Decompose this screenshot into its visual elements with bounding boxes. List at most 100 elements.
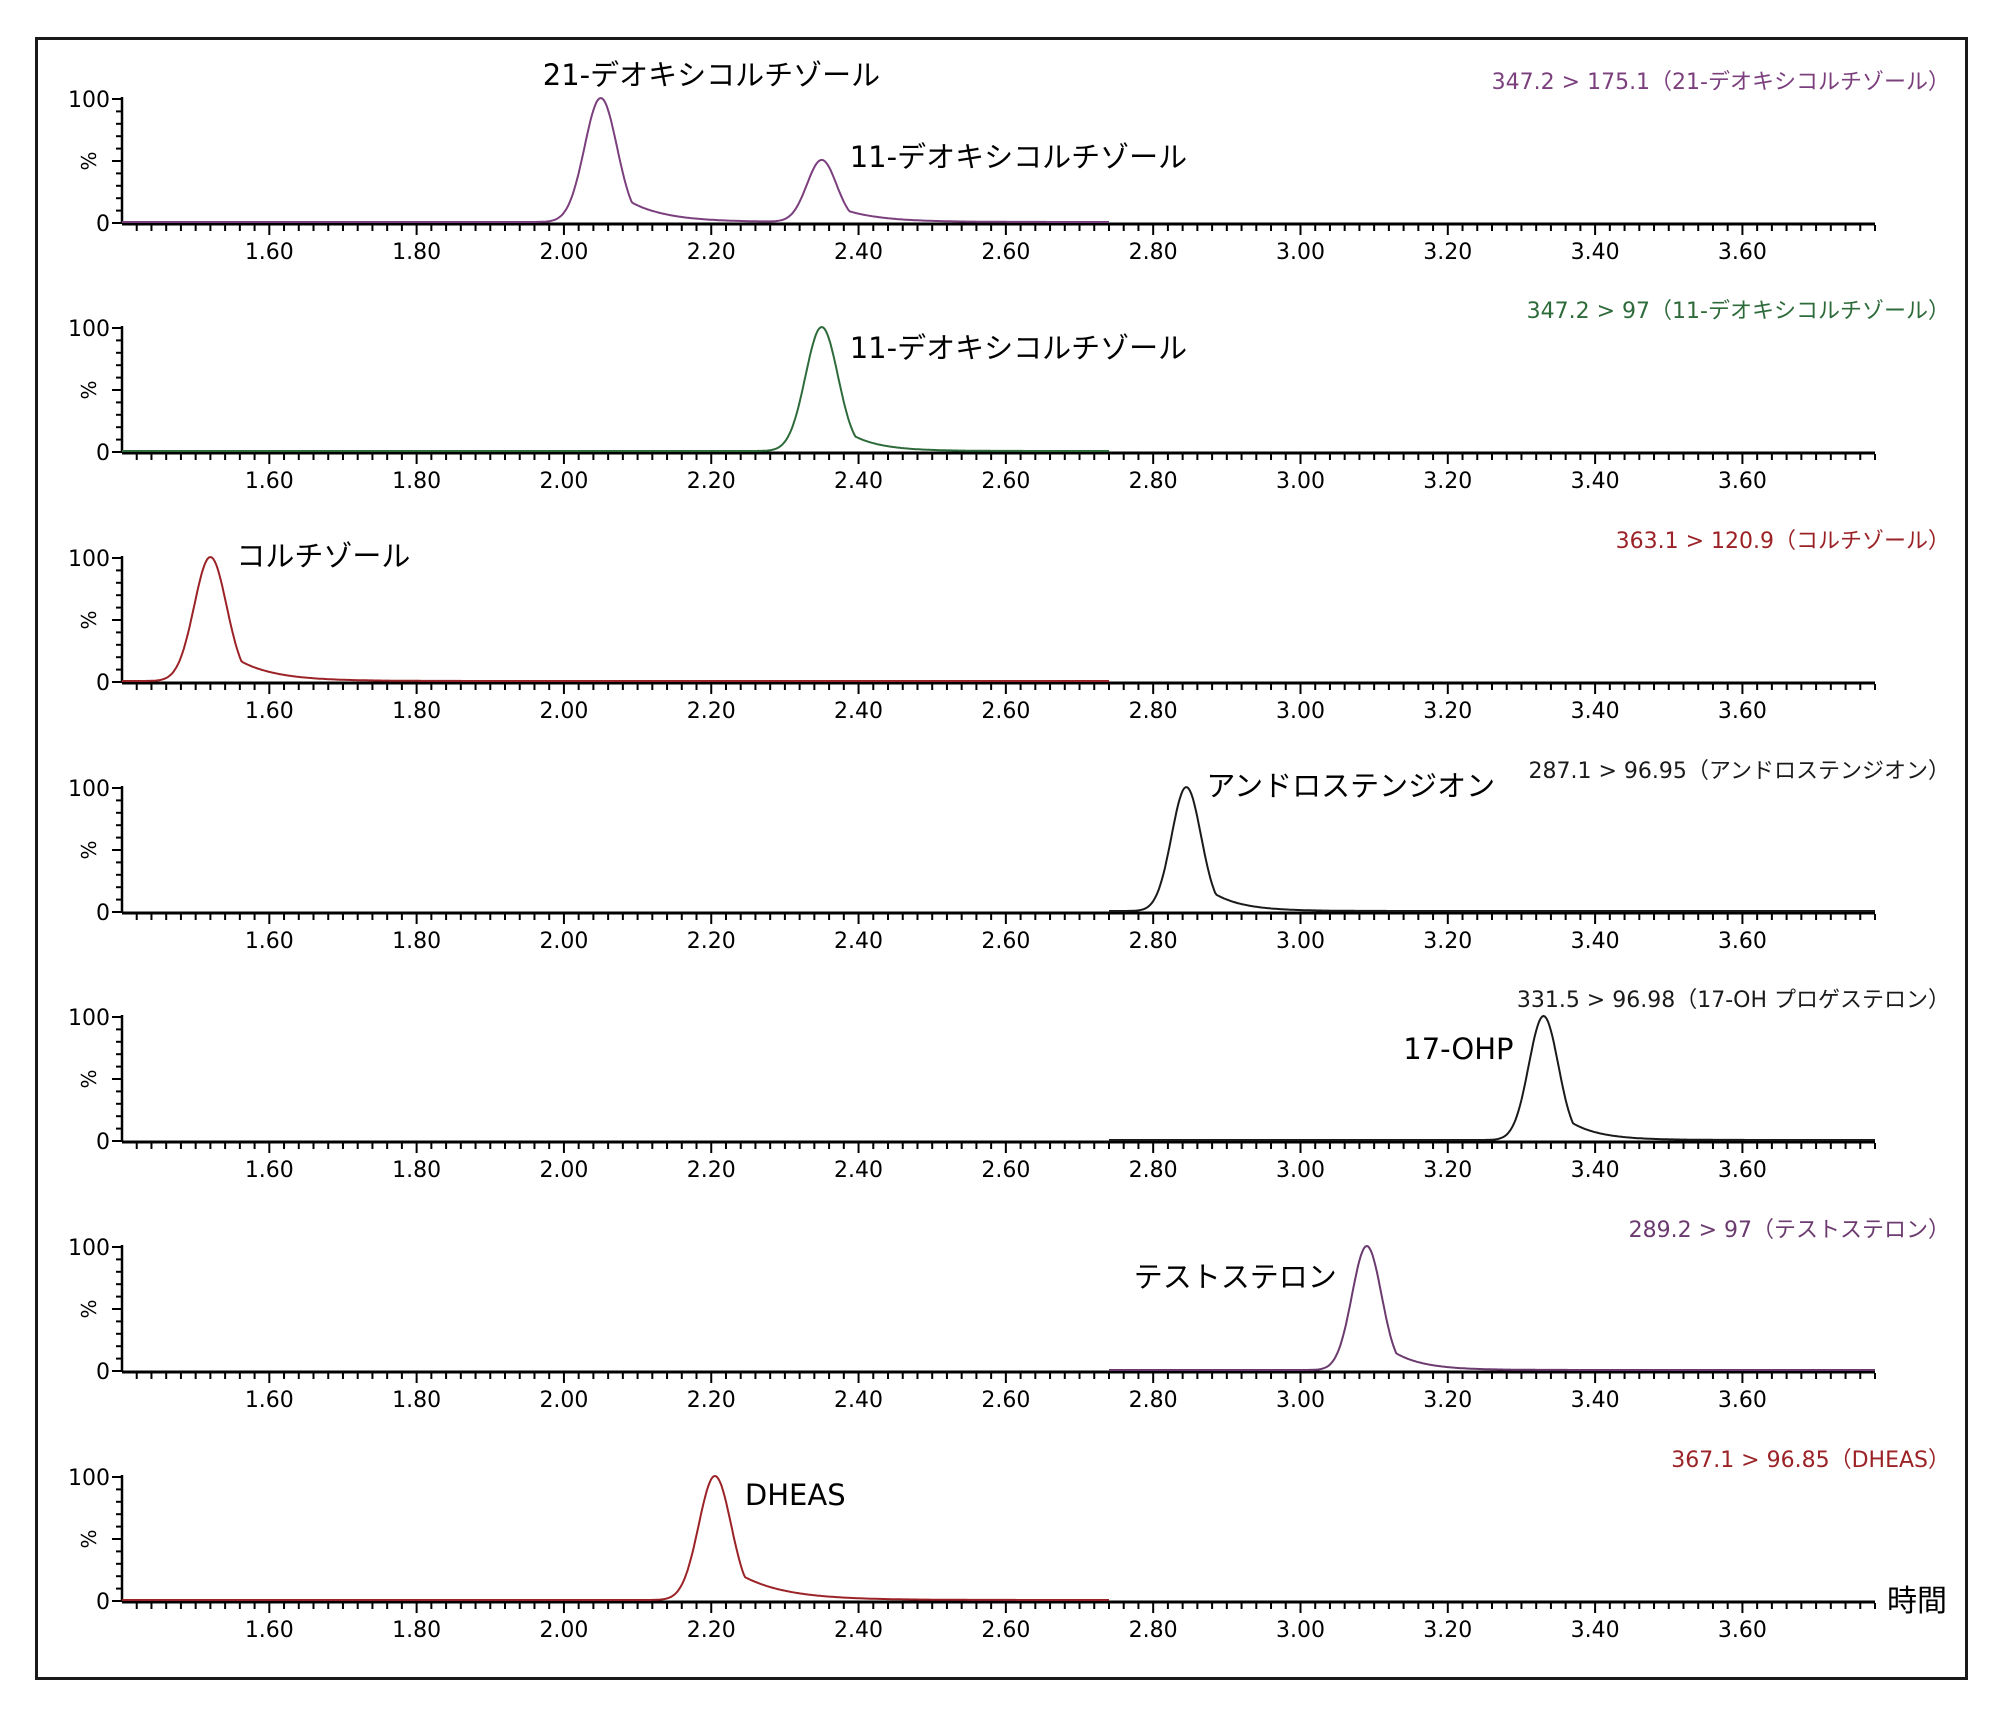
y-tick-label: 0 bbox=[96, 1590, 110, 1615]
chromatogram-panel: 1.60 1.80 2.00 2.20 2.40 2.60 2.80 3.00 3.20 3.40… bbox=[68, 58, 1950, 265]
x-tick-label: 2.40 bbox=[834, 699, 883, 724]
x-tick-label: 2.60 bbox=[981, 699, 1030, 724]
x-tick-label: 3.20 bbox=[1423, 1388, 1472, 1413]
y-tick-label: 0 bbox=[96, 1130, 110, 1155]
y-axis-unit: % bbox=[77, 1069, 101, 1088]
y-tick-label: 100 bbox=[68, 547, 110, 572]
y-axis-unit: % bbox=[77, 380, 101, 399]
chromatogram-panel: 1.60 1.80 2.00 2.20 2.40 2.60 2.80 3.00 3.20 3.40… bbox=[68, 299, 1950, 494]
x-tick-label: 3.00 bbox=[1276, 1158, 1325, 1183]
x-tick-label: 3.60 bbox=[1718, 1158, 1767, 1183]
x-tick-label: 3.20 bbox=[1423, 469, 1472, 494]
x-tick-label: 1.80 bbox=[392, 699, 441, 724]
x-tick-label: 2.40 bbox=[834, 469, 883, 494]
x-tick-label: 2.60 bbox=[981, 1388, 1030, 1413]
x-tick-label: 3.20 bbox=[1423, 929, 1472, 954]
x-tick-label: 2.00 bbox=[539, 1618, 588, 1643]
x-tick-label: 3.00 bbox=[1276, 1388, 1325, 1413]
x-tick-label: 3.20 bbox=[1423, 240, 1472, 265]
x-tick-label: 1.60 bbox=[245, 240, 294, 265]
x-tick-label: 1.60 bbox=[245, 699, 294, 724]
y-tick-label: 100 bbox=[68, 1236, 110, 1261]
x-tick-label: 2.00 bbox=[539, 1388, 588, 1413]
x-tick-label: 2.80 bbox=[1129, 1388, 1178, 1413]
x-tick-label: 3.20 bbox=[1423, 699, 1472, 724]
y-axis-unit: % bbox=[77, 610, 101, 629]
x-tick-label: 3.00 bbox=[1276, 929, 1325, 954]
chromatogram-trace bbox=[122, 555, 1109, 682]
x-tick-label: 3.00 bbox=[1276, 240, 1325, 265]
x-tick-label: 2.40 bbox=[834, 1618, 883, 1643]
x-tick-label: 3.60 bbox=[1718, 1618, 1767, 1643]
x-tick-label: 1.80 bbox=[392, 1388, 441, 1413]
chromatogram-panel: 1.60 1.80 2.00 2.20 2.40 2.60 2.80 3.00 3.20 3.40… bbox=[68, 988, 1950, 1183]
x-tick-label: 3.00 bbox=[1276, 699, 1325, 724]
x-tick-label: 2.80 bbox=[1129, 1618, 1178, 1643]
x-tick-label: 2.80 bbox=[1129, 240, 1178, 265]
chromatogram-panel: 1.60 1.80 2.00 2.20 2.40 2.60 2.80 3.00 3.20 3.40… bbox=[68, 529, 1950, 724]
chromatogram-trace bbox=[1109, 1244, 1875, 1371]
x-tick-label: 3.40 bbox=[1571, 1388, 1620, 1413]
figure-frame bbox=[35, 37, 1968, 1680]
x-tick-label: 2.00 bbox=[539, 469, 588, 494]
x-tick-label: 2.60 bbox=[981, 1618, 1030, 1643]
peak-label: テストステロン bbox=[1134, 1260, 1337, 1294]
transition-label: 347.2 > 175.1（21-デオキシコルチゾール） bbox=[1492, 70, 1950, 95]
y-tick-label: 100 bbox=[68, 317, 110, 342]
y-axis-unit: % bbox=[77, 151, 101, 170]
x-tick-label: 2.40 bbox=[834, 1388, 883, 1413]
x-tick-label: 1.80 bbox=[392, 1158, 441, 1183]
transition-label: 289.2 > 97（テストステロン） bbox=[1629, 1218, 1950, 1243]
x-tick-label: 2.80 bbox=[1129, 469, 1178, 494]
y-tick-label: 100 bbox=[68, 88, 110, 113]
x-tick-label: 1.80 bbox=[392, 240, 441, 265]
chromatogram-panel: 1.60 1.80 2.00 2.20 2.40 2.60 2.80 3.00 3.20 3.40… bbox=[68, 1218, 1950, 1413]
y-tick-label: 100 bbox=[68, 1466, 110, 1491]
x-tick-label: 1.60 bbox=[245, 469, 294, 494]
x-tick-label: 3.20 bbox=[1423, 1618, 1472, 1643]
x-tick-label: 2.40 bbox=[834, 929, 883, 954]
x-tick-label: 2.00 bbox=[539, 1158, 588, 1183]
x-tick-label: 2.20 bbox=[687, 1388, 736, 1413]
x-tick-label: 1.80 bbox=[392, 929, 441, 954]
transition-label: 363.1 > 120.9（コルチゾール） bbox=[1616, 529, 1950, 554]
x-tick-label: 3.40 bbox=[1571, 699, 1620, 724]
x-tick-label: 3.60 bbox=[1718, 929, 1767, 954]
x-tick-label: 2.80 bbox=[1129, 1158, 1178, 1183]
x-tick-label: 3.00 bbox=[1276, 1618, 1325, 1643]
x-tick-label: 3.60 bbox=[1718, 240, 1767, 265]
x-tick-label: 1.60 bbox=[245, 929, 294, 954]
x-tick-label: 1.60 bbox=[245, 1618, 294, 1643]
chromatogram-trace bbox=[1109, 786, 1875, 912]
chromatogram-panel: 1.60 1.80 2.00 2.20 2.40 2.60 2.80 3.00 3.20 3.40… bbox=[68, 759, 1950, 954]
x-tick-label: 2.40 bbox=[834, 240, 883, 265]
peak-label: 17-OHP bbox=[1403, 1032, 1513, 1066]
y-tick-label: 0 bbox=[96, 212, 110, 237]
chromatogram-trace bbox=[122, 325, 1109, 452]
x-tick-label: 3.40 bbox=[1571, 469, 1620, 494]
x-axis-label: 時間 bbox=[1887, 1584, 1947, 1619]
peak-label: 21-デオキシコルチゾール bbox=[543, 58, 880, 92]
x-tick-label: 3.60 bbox=[1718, 1388, 1767, 1413]
x-tick-label: 3.20 bbox=[1423, 1158, 1472, 1183]
y-tick-label: 0 bbox=[96, 1360, 110, 1385]
x-tick-label: 2.60 bbox=[981, 469, 1030, 494]
x-tick-label: 2.20 bbox=[687, 469, 736, 494]
x-tick-label: 3.40 bbox=[1571, 1158, 1620, 1183]
transition-label: 347.2 > 97（11-デオキシコルチゾール） bbox=[1527, 299, 1950, 324]
x-tick-label: 3.40 bbox=[1571, 929, 1620, 954]
transition-label: 367.1 > 96.85（DHEAS） bbox=[1671, 1448, 1950, 1473]
x-tick-label: 2.20 bbox=[687, 1618, 736, 1643]
transition-label: 287.1 > 96.95（アンドロステンジオン） bbox=[1528, 759, 1950, 784]
peak-label: アンドロステンジオン bbox=[1206, 769, 1495, 803]
x-tick-label: 2.20 bbox=[687, 240, 736, 265]
x-tick-label: 3.60 bbox=[1718, 699, 1767, 724]
x-tick-label: 2.00 bbox=[539, 929, 588, 954]
x-tick-label: 2.20 bbox=[687, 699, 736, 724]
peak-label: コルチゾール bbox=[236, 539, 410, 573]
x-tick-label: 3.00 bbox=[1276, 469, 1325, 494]
x-tick-label: 1.80 bbox=[392, 469, 441, 494]
x-tick-label: 2.00 bbox=[539, 699, 588, 724]
x-tick-label: 2.20 bbox=[687, 929, 736, 954]
